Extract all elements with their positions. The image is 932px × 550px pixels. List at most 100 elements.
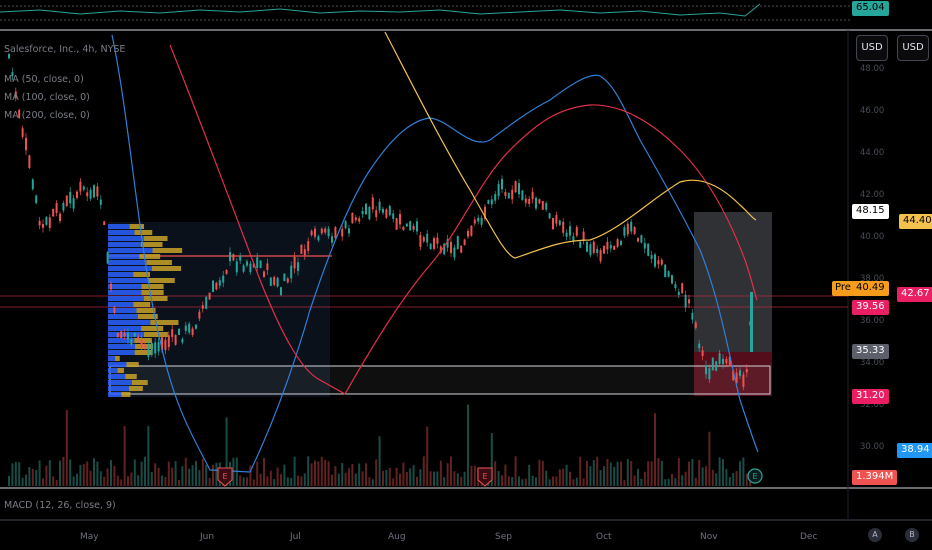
candle-body: [507, 192, 510, 199]
volume-bar: [698, 459, 701, 486]
volume-bar: [242, 477, 245, 486]
candle-body: [671, 275, 673, 284]
volume-bar: [327, 461, 330, 486]
ma50-tag: 38.94: [897, 443, 932, 458]
volume-bar: [426, 426, 429, 486]
symbol-title[interactable]: Salesforce, Inc., 4h, NYSE: [4, 44, 126, 55]
candle-body: [388, 205, 391, 216]
volume-profile-row: [148, 278, 175, 283]
candle-body: [42, 224, 44, 228]
currency-button-right[interactable]: USD: [897, 35, 929, 61]
volume-profile-row: [108, 392, 122, 397]
volume-profile-row: [108, 254, 140, 259]
legend-ma50[interactable]: MA (50, close, 0): [4, 74, 84, 85]
candle-body: [460, 245, 463, 253]
candle-body: [249, 263, 252, 272]
volume-bar: [18, 462, 21, 486]
volume-bar: [120, 479, 123, 486]
volume-bar: [514, 456, 517, 486]
earnings-marker-1[interactable]: E: [217, 467, 233, 487]
volume-bar: [436, 471, 439, 486]
candle-body: [314, 228, 316, 237]
candle-body: [48, 217, 51, 228]
auto-scale-button[interactable]: A: [868, 528, 882, 542]
volume-bar: [405, 472, 408, 486]
candle-body: [11, 72, 14, 76]
candle-body: [467, 230, 469, 237]
candle-body: [344, 221, 347, 229]
candle-body: [409, 221, 412, 231]
volume-bar: [351, 463, 354, 486]
volume-bar: [518, 476, 520, 486]
volume-bar: [501, 475, 503, 486]
volume-profile-row: [108, 350, 135, 355]
volume-profile-row: [152, 248, 183, 253]
volume-bar: [171, 467, 174, 486]
candle-body: [89, 189, 92, 199]
volume-bar: [59, 460, 61, 486]
volume-bar: [21, 477, 24, 486]
volume-bar: [637, 468, 639, 486]
candle-body: [161, 337, 163, 351]
volume-bar: [572, 479, 575, 486]
candle-body: [123, 333, 126, 337]
candle-body: [569, 226, 571, 236]
volume-bar: [497, 470, 500, 486]
macd-legend[interactable]: MACD (12, 26, close, 9): [4, 500, 116, 511]
candle-body: [300, 244, 303, 254]
candle-body: [660, 259, 663, 265]
candle-body: [582, 231, 585, 241]
volume-profile-row: [139, 254, 161, 259]
target-zone[interactable]: [694, 212, 772, 352]
time-axis-label: Aug: [388, 532, 406, 542]
volume-bar: [375, 459, 378, 486]
candle-body: [52, 208, 55, 217]
zone-top-tag: 48.15: [852, 204, 889, 219]
volume-bar: [99, 471, 102, 486]
legend-ma200[interactable]: MA (200, close, 0): [4, 110, 90, 121]
volume-bar: [633, 475, 636, 486]
candle-body: [378, 201, 381, 211]
volume-profile-row: [141, 284, 164, 289]
log-scale-button[interactable]: B: [905, 528, 919, 542]
volume-bar: [521, 479, 524, 486]
rsi-line: [0, 3, 761, 17]
candle-body: [361, 211, 364, 215]
currency-button-left[interactable]: USD: [856, 35, 888, 61]
candle-body: [120, 331, 123, 339]
earnings-marker-2[interactable]: E: [477, 467, 493, 487]
candle-body: [382, 208, 384, 213]
candle-body: [521, 190, 524, 201]
volume-bar: [215, 462, 218, 486]
earnings-marker-3[interactable]: E: [747, 468, 763, 484]
volume-bar: [664, 479, 667, 486]
candle-body: [69, 191, 72, 204]
volume-bar: [317, 461, 320, 486]
candle-body: [174, 335, 177, 345]
time-axis-label: Dec: [800, 532, 818, 542]
candle-body: [565, 232, 568, 237]
support-rectangle[interactable]: [109, 365, 771, 395]
volume-bar: [630, 460, 633, 486]
candle-body: [477, 217, 480, 222]
volume-bar: [626, 459, 629, 486]
price-axis-label: 34.00: [860, 358, 885, 368]
candle-body: [433, 237, 435, 249]
candle-body: [150, 343, 153, 355]
legend-ma100[interactable]: MA (100, close, 0): [4, 92, 90, 103]
candle-body: [718, 353, 721, 364]
candle-body: [545, 203, 548, 210]
volume-bar: [144, 456, 146, 486]
candle-body: [715, 361, 718, 371]
candle-body: [732, 370, 735, 381]
candle-body: [256, 257, 259, 268]
volume-bar: [392, 478, 395, 486]
candle-body: [310, 230, 313, 236]
volume-bar: [735, 471, 738, 486]
volume-bar: [324, 459, 327, 486]
volume-bar: [378, 436, 381, 486]
candle-body: [188, 323, 191, 333]
candle-body: [331, 236, 333, 243]
candle-body: [412, 225, 415, 230]
